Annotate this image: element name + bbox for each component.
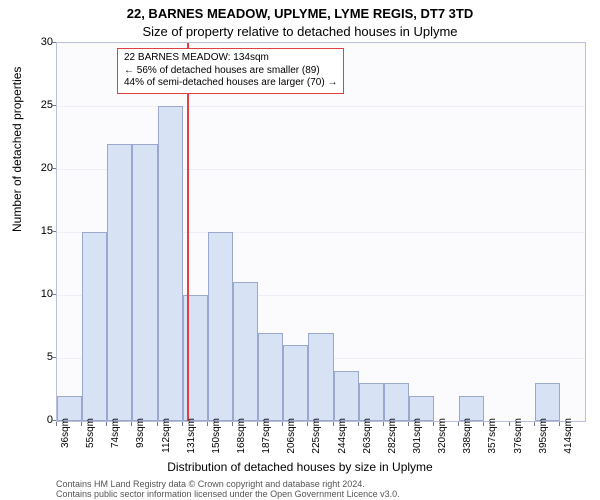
x-tick-label: 282sqm — [387, 418, 398, 458]
x-tick-label: 376sqm — [513, 418, 524, 458]
x-tick-label: 93sqm — [135, 418, 146, 458]
histogram-bar — [233, 282, 258, 421]
histogram-bar — [132, 144, 157, 421]
x-tick-mark — [458, 422, 459, 426]
x-tick-mark — [282, 422, 283, 426]
y-tick-label: 10 — [38, 288, 53, 300]
y-tick-label: 5 — [38, 351, 53, 363]
y-tick-label: 25 — [38, 99, 53, 111]
x-tick-mark — [257, 422, 258, 426]
x-tick-mark — [559, 422, 560, 426]
histogram-bar — [334, 371, 359, 421]
y-tick-mark — [52, 42, 56, 43]
histogram-bar — [258, 333, 283, 421]
gridline — [57, 106, 585, 107]
histogram-bar — [82, 232, 107, 421]
x-tick-mark — [207, 422, 208, 426]
x-axis-label: Distribution of detached houses by size … — [0, 460, 600, 474]
info-line: 22 BARNES MEADOW: 134sqm — [124, 52, 337, 65]
y-tick-mark — [52, 105, 56, 106]
x-tick-label: 301sqm — [412, 418, 423, 458]
x-tick-label: 395sqm — [538, 418, 549, 458]
x-tick-mark — [383, 422, 384, 426]
x-tick-label: 112sqm — [161, 418, 172, 458]
x-tick-mark — [232, 422, 233, 426]
x-tick-label: 414sqm — [563, 418, 574, 458]
x-tick-label: 131sqm — [186, 418, 197, 458]
histogram-bar — [308, 333, 333, 421]
x-tick-label: 36sqm — [60, 418, 71, 458]
x-tick-mark — [333, 422, 334, 426]
reference-line — [187, 43, 189, 421]
x-tick-mark — [56, 422, 57, 426]
x-tick-label: 206sqm — [286, 418, 297, 458]
y-tick-label: 0 — [38, 414, 53, 426]
info-line: ← 56% of detached houses are smaller (89… — [124, 65, 337, 78]
histogram-bar — [283, 345, 308, 421]
title-sub: Size of property relative to detached ho… — [0, 24, 600, 39]
x-tick-label: 168sqm — [236, 418, 247, 458]
histogram-bar — [208, 232, 233, 421]
y-axis-label: Number of detached properties — [10, 67, 24, 232]
histogram-bar — [535, 383, 560, 421]
y-tick-label: 30 — [38, 36, 53, 48]
y-tick-mark — [52, 231, 56, 232]
info-line: 44% of semi-detached houses are larger (… — [124, 77, 337, 90]
histogram-bar — [107, 144, 132, 421]
x-tick-label: 320sqm — [437, 418, 448, 458]
y-tick-label: 20 — [38, 162, 53, 174]
x-tick-mark — [509, 422, 510, 426]
x-tick-mark — [358, 422, 359, 426]
x-tick-label: 357sqm — [487, 418, 498, 458]
x-tick-mark — [182, 422, 183, 426]
x-tick-mark — [433, 422, 434, 426]
x-tick-label: 74sqm — [110, 418, 121, 458]
x-tick-mark — [534, 422, 535, 426]
footer-attribution: Contains HM Land Registry data © Crown c… — [56, 480, 586, 500]
x-tick-label: 150sqm — [211, 418, 222, 458]
chart-plot-area: 22 BARNES MEADOW: 134sqm← 56% of detache… — [56, 42, 586, 422]
y-tick-mark — [52, 357, 56, 358]
x-tick-mark — [408, 422, 409, 426]
histogram-bar — [158, 106, 183, 421]
reference-info-box: 22 BARNES MEADOW: 134sqm← 56% of detache… — [117, 48, 344, 94]
histogram-bar — [384, 383, 409, 421]
x-tick-label: 55sqm — [85, 418, 96, 458]
x-tick-label: 263sqm — [362, 418, 373, 458]
x-tick-label: 338sqm — [462, 418, 473, 458]
x-tick-label: 187sqm — [261, 418, 272, 458]
x-tick-mark — [157, 422, 158, 426]
y-tick-mark — [52, 294, 56, 295]
y-tick-mark — [52, 168, 56, 169]
x-tick-mark — [483, 422, 484, 426]
x-tick-mark — [81, 422, 82, 426]
footer-line1: Contains HM Land Registry data © Crown c… — [56, 479, 365, 489]
title-main: 22, BARNES MEADOW, UPLYME, LYME REGIS, D… — [0, 6, 600, 21]
x-tick-mark — [131, 422, 132, 426]
x-tick-mark — [307, 422, 308, 426]
x-tick-mark — [106, 422, 107, 426]
footer-line2: Contains public sector information licen… — [56, 489, 400, 499]
y-tick-label: 15 — [38, 225, 53, 237]
histogram-bar — [359, 383, 384, 421]
y-tick-mark — [52, 420, 56, 421]
x-tick-label: 225sqm — [311, 418, 322, 458]
x-tick-label: 244sqm — [337, 418, 348, 458]
